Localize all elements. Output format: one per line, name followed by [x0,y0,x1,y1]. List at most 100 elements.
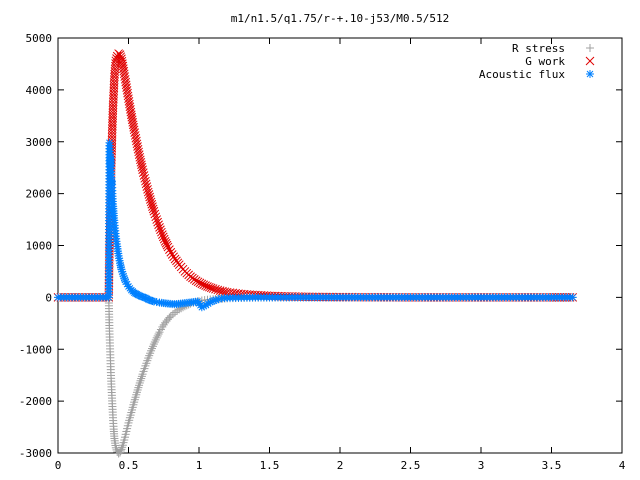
data-point [168,310,177,319]
data-point [162,240,172,250]
data-point [120,72,130,81]
data-point [148,297,157,306]
y-tick-label: 5000 [26,32,53,45]
data-point [135,155,145,165]
plot-frame [57,37,623,454]
data-point [121,80,131,90]
data-point [136,157,146,167]
data-point [156,225,165,235]
data-point [125,102,135,112]
data-point [152,215,162,224]
data-point [137,374,146,383]
data-point [151,335,160,344]
data-point [154,220,163,230]
legend-label: Acoustic flux [479,68,565,81]
x-tick-label: 0 [55,459,62,472]
x-tick-label: 3.5 [542,459,562,472]
data-point [154,330,163,339]
data-point [208,284,218,293]
data-point [134,147,144,157]
legend-marker [585,56,595,66]
data-point [136,376,145,385]
data-point [139,171,149,180]
x-tick-label: 4 [619,459,626,472]
data-point [118,61,128,71]
data-point [165,245,174,255]
data-point [137,372,146,381]
legend-marker [586,70,594,78]
data-point [150,209,160,219]
y-tick-label: 0 [45,291,52,304]
data-point [149,340,158,349]
data-point [140,173,150,183]
data-point [134,150,144,159]
data-point [123,88,132,98]
data-point [146,197,156,207]
data-point [150,337,159,346]
series-acoustic-flux [54,138,577,312]
data-point [125,99,134,109]
data-point [126,105,135,114]
y-tick-label: 2000 [26,188,53,201]
data-point [117,445,126,454]
data-point [124,97,134,106]
data-point [132,136,141,146]
y-tick-label: -2000 [19,395,52,408]
y-tick-label: -3000 [19,447,52,460]
data-point [158,322,167,331]
data-point [130,131,140,140]
data-point [122,83,131,92]
data-point [147,199,157,209]
data-point [131,133,141,143]
data-point [133,142,142,151]
data-point [157,230,167,239]
x-tick-label: 1.5 [260,459,280,472]
x-tick-label: 1 [196,459,203,472]
data-point [155,222,164,232]
x-tick-label: 0.5 [119,459,139,472]
data-point [137,162,147,172]
data-point [143,184,152,194]
legend-label: G work [525,55,565,68]
data-point [141,176,150,186]
data-point [153,331,162,340]
data-point [169,252,178,262]
data-point [167,250,177,259]
data-point [141,179,151,189]
data-point [123,91,133,101]
data-point [120,74,130,84]
data-point [130,128,140,137]
data-point [152,333,161,342]
data-point [138,165,147,175]
data-point [126,107,136,117]
data-point [116,446,125,455]
series-g-work [53,49,578,302]
data-point [138,168,148,177]
data-point [144,190,154,199]
series-r-stress [54,293,577,458]
y-tick-label: 3000 [26,136,53,149]
data-point [129,122,139,132]
data-point [171,308,180,317]
data-point [146,195,155,204]
data-point [142,182,152,191]
data-point [111,443,120,452]
data-point [157,227,166,237]
data-point [211,284,220,294]
data-point [151,212,161,222]
legend-marker [586,44,594,52]
data-point [166,247,176,257]
x-tick-label: 3 [478,459,485,472]
chart-title: m1/n1.5/q1.75/r-+.10-j53/M0.5/512 [231,12,450,25]
data-point [137,160,146,170]
y-tick-label: 1000 [26,240,53,253]
data-point [122,86,132,95]
data-point [121,77,131,87]
data-point [143,187,153,197]
data-point [118,443,127,452]
data-point [132,139,142,149]
y-tick-label: -1000 [19,343,52,356]
data-point [135,152,145,162]
